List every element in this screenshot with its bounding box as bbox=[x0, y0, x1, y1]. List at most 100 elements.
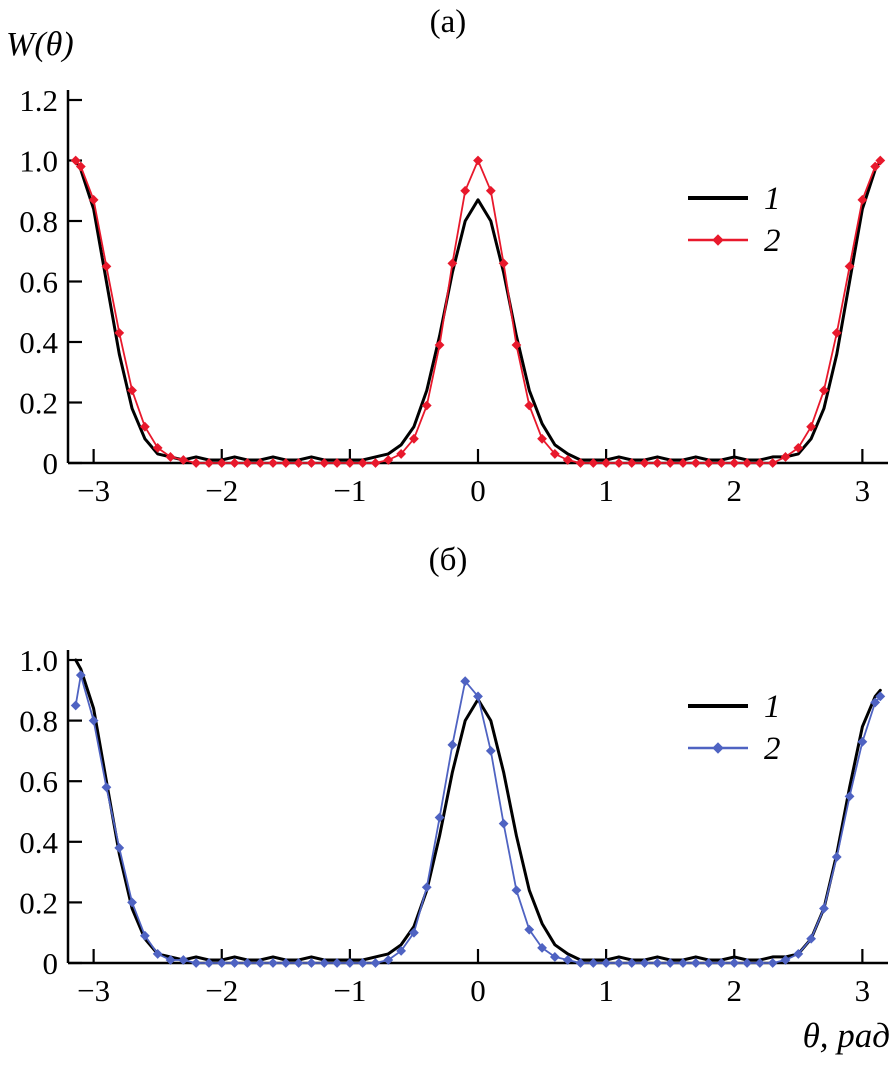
x-tick-label: 0 bbox=[470, 973, 486, 1008]
series-2-marker bbox=[716, 458, 727, 468]
series-2-marker bbox=[370, 958, 381, 968]
series-2-marker bbox=[703, 458, 714, 468]
legend-label: 1 bbox=[764, 181, 781, 217]
series-2-marker bbox=[652, 458, 663, 468]
series-2-marker bbox=[537, 433, 547, 444]
series-2-marker bbox=[114, 328, 125, 338]
series-2-marker bbox=[870, 697, 881, 708]
series-2-marker bbox=[524, 924, 535, 935]
series-2-marker bbox=[101, 782, 112, 793]
series-2-marker bbox=[460, 185, 471, 196]
legend-label: 1 bbox=[764, 689, 781, 725]
series-2-marker bbox=[139, 930, 150, 941]
series-2-marker bbox=[473, 691, 483, 702]
series-2-marker bbox=[178, 455, 189, 465]
y-tick-label: 1.0 bbox=[19, 144, 58, 179]
series-1-line bbox=[74, 658, 882, 962]
series-2-marker bbox=[70, 700, 81, 711]
series-2-marker bbox=[703, 958, 714, 968]
series-2-marker bbox=[332, 458, 342, 468]
series-2-marker bbox=[754, 958, 765, 968]
series-2-marker bbox=[857, 194, 868, 205]
y-tick-label: 0 bbox=[43, 946, 59, 981]
x-tick-label: 3 bbox=[855, 473, 871, 508]
series-2-marker bbox=[229, 458, 240, 468]
series-2-marker bbox=[511, 885, 522, 896]
x-tick-label: −2 bbox=[205, 473, 238, 508]
series-2-marker bbox=[409, 927, 419, 938]
series-2-marker bbox=[332, 958, 342, 968]
series-2-marker bbox=[601, 958, 612, 968]
x-tick-label: 1 bbox=[598, 973, 614, 1008]
series-2-marker bbox=[434, 812, 445, 823]
series-2-marker bbox=[396, 945, 407, 956]
series-2-marker bbox=[306, 958, 317, 968]
series-2-marker bbox=[152, 442, 163, 453]
series-2-marker bbox=[383, 455, 394, 465]
series-2-marker bbox=[268, 458, 278, 468]
panel-b-title: (б) bbox=[428, 542, 468, 578]
series-2-marker bbox=[460, 676, 471, 687]
x-tick-label: −3 bbox=[77, 973, 110, 1008]
series-2-marker bbox=[357, 958, 368, 968]
series-2-marker bbox=[88, 715, 99, 726]
y-tick-label: 0.2 bbox=[19, 386, 58, 421]
series-2-marker bbox=[216, 958, 227, 968]
series-2-marker bbox=[204, 958, 214, 968]
series-2-marker bbox=[421, 400, 432, 411]
x-axis-label: θ, рад bbox=[803, 1018, 890, 1053]
series-2-marker bbox=[204, 458, 214, 468]
y-tick-label: 0.4 bbox=[19, 325, 58, 360]
y-tick-label: 0.6 bbox=[19, 764, 58, 799]
y-tick-label: 0.6 bbox=[19, 265, 58, 300]
x-tick-label: 3 bbox=[855, 973, 871, 1008]
series-2-marker bbox=[280, 958, 291, 968]
series-2-marker bbox=[75, 161, 86, 172]
series-2-marker bbox=[70, 155, 81, 166]
series-2-marker bbox=[101, 261, 112, 272]
series-2-marker bbox=[255, 958, 266, 968]
series-2-marker bbox=[729, 458, 740, 468]
series-2-marker bbox=[716, 958, 727, 968]
series-2-marker bbox=[793, 949, 804, 959]
series-2-marker bbox=[485, 185, 496, 196]
y-tick-label: 1.0 bbox=[19, 643, 58, 678]
series-2-marker bbox=[639, 458, 650, 468]
series-2-marker bbox=[421, 882, 432, 893]
series-2-marker bbox=[319, 958, 330, 968]
y-axis-label: W(θ) bbox=[6, 26, 74, 63]
series-2-marker bbox=[191, 958, 202, 968]
x-tick-label: −3 bbox=[77, 473, 110, 508]
series-2-marker bbox=[537, 942, 547, 953]
legend-marker-icon bbox=[712, 742, 724, 754]
series-2-marker bbox=[511, 340, 522, 350]
y-tick-label: 0.2 bbox=[19, 885, 58, 920]
series-2-marker bbox=[242, 458, 253, 468]
x-tick-label: 2 bbox=[727, 973, 743, 1008]
x-tick-label: −1 bbox=[333, 973, 366, 1008]
series-1-line bbox=[74, 159, 882, 462]
series-2-marker bbox=[370, 458, 381, 468]
y-tick-label: 0.8 bbox=[19, 204, 58, 239]
series-2-marker bbox=[665, 958, 676, 968]
series-2-marker bbox=[806, 933, 817, 944]
series-2-marker bbox=[742, 458, 752, 468]
series-2-marker bbox=[306, 458, 317, 468]
series-2-marker bbox=[614, 458, 624, 468]
series-2-marker bbox=[216, 458, 227, 468]
y-tick-label: 1.2 bbox=[19, 83, 58, 118]
series-2-marker bbox=[191, 458, 202, 468]
series-2-marker bbox=[498, 258, 509, 269]
series-2-marker bbox=[293, 958, 304, 968]
series-2-marker bbox=[255, 458, 266, 468]
x-tick-label: 1 bbox=[598, 473, 614, 508]
series-2-marker bbox=[793, 442, 804, 453]
panel-a-plot: 0 0.2 0.4 0.6 0.8 1.0 1.2 −3 −2 −1 0 1 2 3 1 2 bbox=[19, 83, 888, 508]
series-2-marker bbox=[293, 458, 304, 468]
series-2-marker bbox=[754, 458, 765, 468]
series-2-marker bbox=[409, 433, 419, 444]
series-2-marker bbox=[127, 385, 137, 396]
series-2-marker bbox=[152, 949, 163, 959]
series-2-marker bbox=[626, 458, 637, 468]
series-2-marker bbox=[280, 458, 291, 468]
